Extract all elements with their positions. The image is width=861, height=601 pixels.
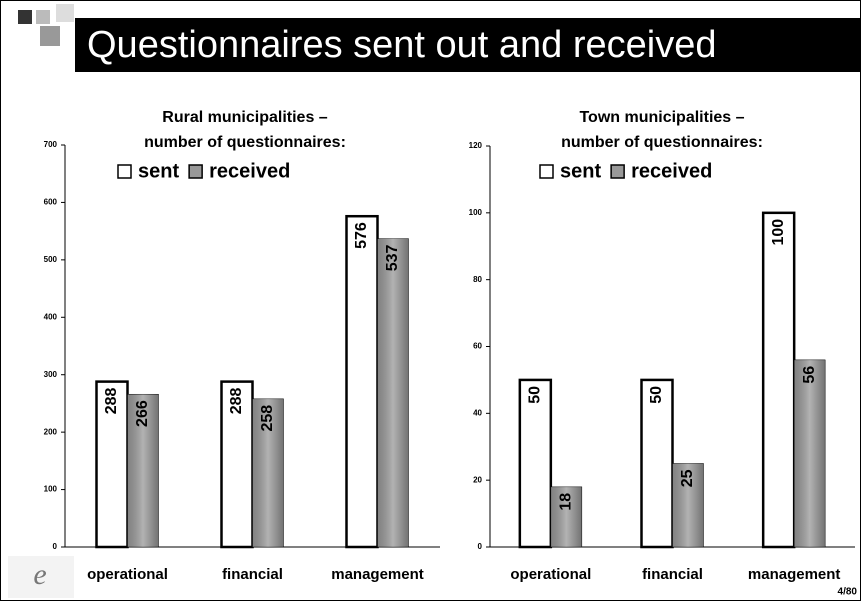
value-label: 50 (527, 386, 544, 404)
legend-swatch (188, 164, 203, 179)
x-tick-label: management (331, 566, 424, 583)
x-tick-label: management (748, 566, 841, 583)
legend-label: received (631, 160, 712, 182)
value-label: 288 (228, 388, 245, 415)
y-tick-label: 200 (44, 427, 58, 436)
bar (640, 378, 674, 549)
bar-shade (672, 463, 704, 547)
y-tick-label: 120 (469, 141, 483, 150)
value-label: 56 (801, 366, 818, 384)
x-tick-label: operational (510, 566, 591, 583)
y-tick-label: 0 (53, 542, 58, 551)
y-tick-label: 300 (44, 370, 58, 379)
value-label: 18 (558, 493, 575, 511)
x-tick-label: operational (87, 566, 168, 583)
chart-title: number of questionnaires: (144, 134, 346, 151)
y-tick-label: 100 (469, 208, 483, 217)
y-tick-label: 400 (44, 312, 58, 321)
svg-text:e: e (33, 558, 46, 591)
legend-label: sent (138, 160, 179, 182)
bar-shade (377, 238, 409, 547)
bar-shade (550, 486, 582, 547)
x-tick-label: financial (642, 566, 703, 583)
y-tick-label: 60 (473, 342, 482, 351)
legend-label: sent (560, 160, 601, 182)
y-tick-label: 700 (44, 140, 58, 149)
y-tick-label: 40 (473, 408, 482, 417)
chart-title: Town municipalities – (579, 109, 744, 126)
legend-swatch (610, 164, 625, 179)
value-label: 537 (384, 245, 401, 272)
bar (761, 211, 796, 549)
bar (345, 214, 379, 549)
corner-decoration (18, 4, 74, 46)
y-tick-label: 600 (44, 198, 58, 207)
legend-swatch (117, 164, 132, 179)
y-tick-label: 0 (478, 542, 483, 551)
slide-title: Questionnaires sent out and received (87, 24, 717, 66)
legend-swatch (539, 164, 554, 179)
y-tick-label: 20 (473, 475, 482, 484)
bar-shade (127, 394, 159, 547)
y-tick-label: 100 (44, 485, 58, 494)
value-label: 50 (648, 386, 665, 404)
y-tick-label: 500 (44, 255, 58, 264)
y-tick-label: 80 (473, 275, 482, 284)
value-label: 266 (134, 400, 151, 427)
bar-shade (252, 398, 284, 547)
value-label: 288 (103, 388, 120, 415)
bar-shade (794, 359, 826, 547)
legend-label: received (209, 160, 290, 182)
logo: e (8, 556, 74, 598)
value-label: 25 (679, 469, 696, 487)
value-label: 100 (770, 219, 787, 246)
page-number: 4/80 (838, 587, 858, 598)
x-tick-label: financial (222, 566, 283, 583)
value-label: 576 (353, 222, 370, 249)
value-label: 258 (259, 405, 276, 432)
title-bar (75, 18, 861, 72)
chart-title: number of questionnaires: (561, 134, 763, 151)
bar (518, 378, 553, 549)
chart-title: Rural municipalities – (162, 109, 327, 126)
